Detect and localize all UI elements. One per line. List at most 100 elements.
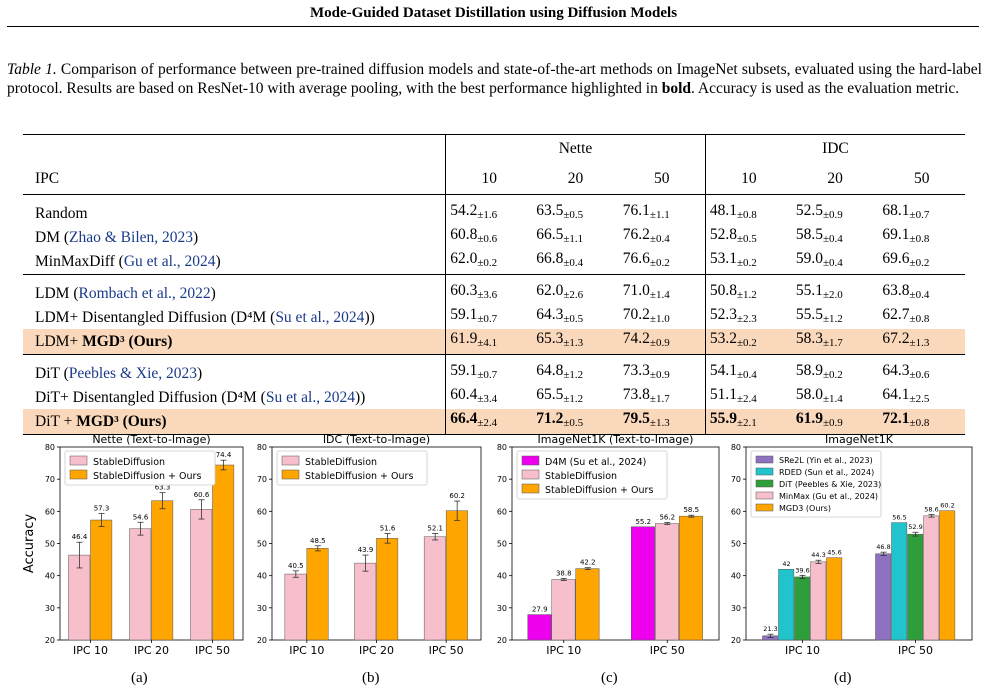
y-tick-label: 70	[45, 475, 55, 484]
bar	[875, 553, 892, 641]
y-tick-label: 60	[45, 507, 55, 516]
score-cell: 76.1±1.1	[618, 194, 706, 225]
y-tick-label: 60	[257, 507, 267, 516]
table-row: DiT + MGD³ (Ours) 66.4±2.4 71.2±0.5 79.5±1.…	[23, 409, 965, 435]
score-value: 62.7	[882, 306, 910, 323]
y-tick-label: 20	[731, 636, 741, 645]
score-value: 52.8	[709, 226, 737, 243]
score-std: ±0.9	[649, 337, 670, 349]
score-cell: 60.3±3.6	[446, 275, 533, 306]
method-name: DiT (Peebles & Xie, 2023)	[23, 354, 447, 385]
data-label: 57.3	[94, 505, 110, 513]
ipc-value: 10	[445, 162, 533, 195]
score-value: 66.8	[536, 250, 564, 267]
score-cell: 66.8±0.4	[532, 249, 619, 275]
score-std: ±0.7	[477, 313, 498, 325]
score-std: ±1.1	[649, 209, 670, 221]
score-value: 59.0	[795, 250, 823, 267]
data-label: 51.6	[380, 525, 396, 533]
score-cell: 58.5±0.4	[792, 225, 879, 249]
score-std: ±0.5	[563, 417, 584, 429]
score-value: 74.2	[622, 330, 650, 347]
score-value: 51.1	[709, 386, 737, 403]
score-std: ±1.2	[563, 369, 584, 381]
legend-label: MinMax (Gu et al., 2024)	[779, 492, 878, 501]
x-tick-label: IPC 10	[73, 644, 108, 657]
group-header: IDC	[822, 140, 849, 157]
score-std: ±4.1	[477, 337, 498, 349]
score-std: ±1.6	[477, 209, 498, 221]
legend-label: SRe2L (Yin et al., 2023)	[779, 456, 873, 465]
score-std: ±2.5	[909, 393, 930, 405]
score-std: ±0.6	[477, 233, 498, 245]
y-tick-label: 40	[257, 572, 267, 581]
data-label: 52.9	[908, 523, 922, 531]
score-cell: 55.5±1.2	[792, 305, 879, 329]
data-label: 44.3	[811, 551, 825, 559]
bar	[778, 568, 795, 641]
method-label: LDM+	[35, 332, 83, 350]
score-value: 66.5	[536, 226, 564, 243]
method-citation: Su et al., 2024	[265, 388, 355, 406]
chart-imagenet1k-t2i: ImageNet1K (Text-to-Image) 20 30 40 50 60 70 80…	[490, 430, 722, 675]
score-value: 65.3	[536, 330, 564, 347]
method-suffix: )	[193, 228, 199, 246]
score-cell: 79.5±1.3	[618, 409, 706, 435]
y-tick-label: 50	[257, 540, 267, 549]
bar	[423, 536, 446, 641]
score-value: 48.1	[709, 202, 737, 219]
score-std: ±0.4	[649, 233, 670, 245]
score-cell: 62.0±0.2	[445, 249, 533, 275]
score-cell: 62.7±0.8	[878, 305, 965, 329]
method-suffix: )	[197, 364, 203, 382]
score-value: 62.0	[450, 250, 478, 267]
score-cell: 71.0±1.4	[618, 274, 706, 305]
method-label: DiT+ Disentangled Diffusion (D⁴M (	[35, 388, 266, 406]
score-cell: 73.8±1.7	[618, 385, 706, 409]
method-label: DiT +	[35, 412, 77, 430]
method-label: MinMaxDiff (	[35, 252, 124, 270]
score-value: 64.3	[536, 306, 564, 323]
score-value: 79.5	[622, 410, 650, 427]
score-std: ±0.2	[909, 257, 930, 269]
chart-title: ImageNet1K (Text-to-Image)	[538, 433, 694, 446]
score-std: ±0.2	[736, 257, 757, 269]
score-std: ±0.4	[823, 257, 843, 269]
group-header: Nette	[445, 134, 706, 162]
bar	[939, 510, 956, 641]
bar	[129, 528, 152, 641]
y-tick-label: 80	[257, 443, 267, 452]
running-title: Mode-Guided Dataset Distillation using D…	[309, 5, 678, 21]
score-std: ±1.3	[909, 337, 930, 349]
table-row: MinMaxDiff (Gu et al., 2024) 62.0±0.2 66.8…	[23, 249, 965, 275]
x-tick-label: IPC 50	[195, 644, 230, 657]
score-std: ±1.4	[649, 289, 670, 301]
table-row: DiT (Peebles & Xie, 2023) 59.1±0.7 64.8±1.…	[23, 354, 965, 385]
legend-swatch	[521, 483, 540, 494]
score-cell: 52.3±2.3	[705, 305, 792, 329]
score-cell: 72.1±0.8	[878, 409, 965, 435]
method-name: DiT + MGD³ (Ours)	[23, 409, 447, 435]
score-cell: 60.8±0.6	[446, 225, 533, 249]
score-std: ±0.5	[563, 209, 584, 221]
data-label: 42	[782, 560, 790, 568]
method-name: Random	[23, 194, 447, 225]
score-std: ±0.2	[736, 337, 757, 349]
score-std: ±3.6	[477, 289, 498, 301]
score-std: ±0.5	[563, 313, 584, 325]
score-std: ±0.8	[909, 233, 930, 245]
method-citation: Gu et al., 2024	[123, 252, 216, 270]
legend-swatch	[755, 503, 774, 512]
subfigure-label: (a)	[131, 670, 148, 686]
y-axis-label: Accuracy	[22, 514, 37, 574]
score-cell: 64.3±0.5	[532, 305, 619, 329]
bar	[907, 533, 924, 641]
score-std: ±1.2	[563, 393, 584, 405]
score-value: 50.8	[709, 282, 737, 299]
score-value: 69.6	[882, 250, 910, 267]
score-value: 60.3	[450, 282, 478, 299]
data-label: 52.1	[427, 525, 443, 533]
score-value: 55.5	[795, 306, 823, 323]
x-tick-label: IPC 10	[546, 644, 581, 657]
data-label: 60.2	[940, 502, 954, 510]
